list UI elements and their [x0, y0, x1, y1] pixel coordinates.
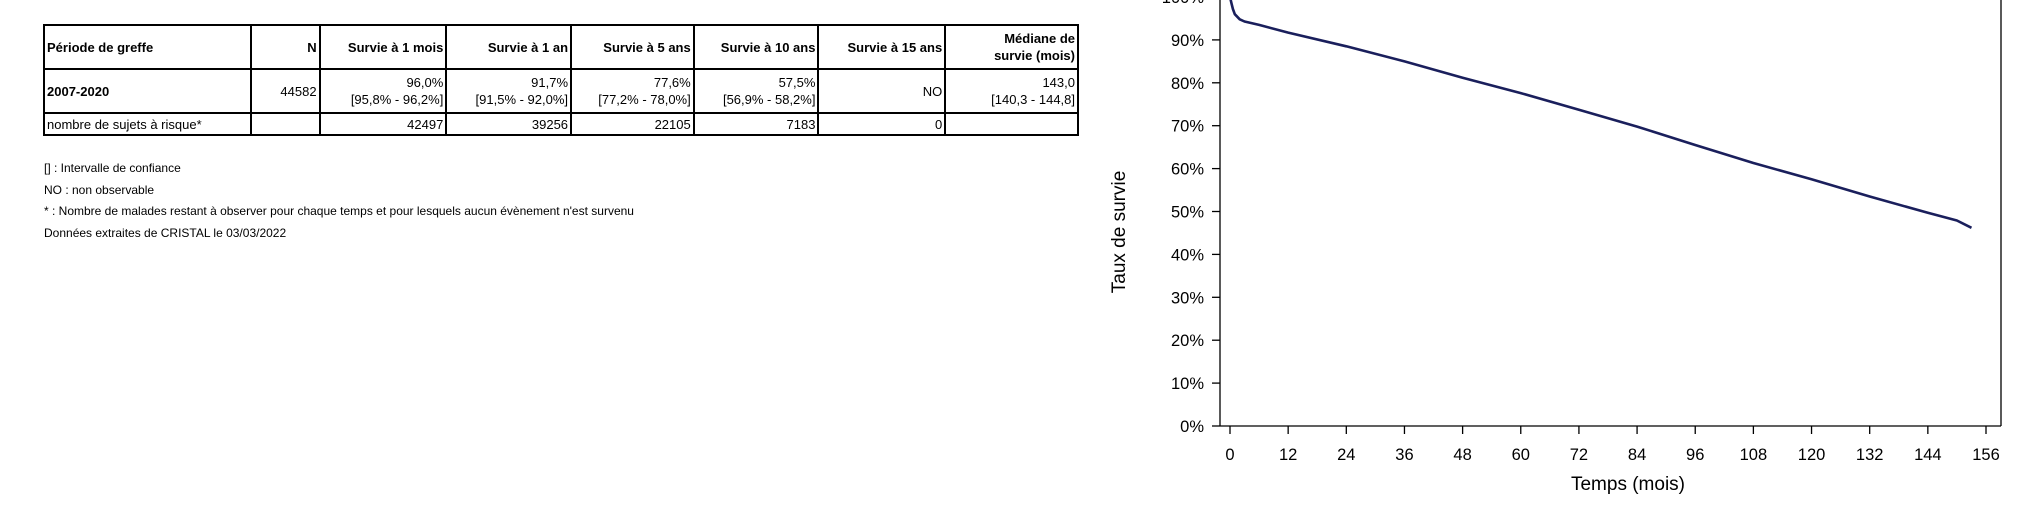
x-tick-label: 48 [1453, 446, 1471, 464]
x-tick-label: 12 [1279, 446, 1297, 464]
x-tick-label: 96 [1686, 446, 1704, 464]
x-tick-label: 156 [1972, 446, 2000, 464]
col-header-1-year: Survie à 1 an [445, 24, 573, 70]
y-tick-label: 70% [1171, 118, 1204, 136]
footnote-no: NO : non observable [44, 182, 155, 197]
y-tick-label: 100% [1162, 0, 1205, 7]
cell-value: 91,7% [531, 75, 569, 90]
cell-ci: [95,8% - 96,2%] [350, 92, 444, 107]
cell-ci: [91,5% - 92,0%] [475, 92, 569, 107]
x-tick-label: 120 [1798, 446, 1826, 464]
cell-value: 77,6% [653, 75, 691, 90]
table-row-at-risk: nombre de sujets à risque* 42497 39256 2… [42, 112, 1079, 136]
survival-table: Période de greffe N Survie à 1 mois Surv… [42, 24, 1079, 136]
y-tick-label: 20% [1171, 332, 1204, 350]
footnote-at-risk: * : Nombre de malades restant à observer… [44, 204, 634, 218]
cell-risk-label: nombre de sujets à risque* [42, 112, 253, 136]
col-header-median: Médiane de survie (mois) [944, 24, 1079, 70]
cell-risk-1-month: 42497 [318, 112, 448, 136]
y-tick-label: 40% [1171, 246, 1204, 264]
x-tick-label: 72 [1570, 446, 1588, 464]
y-tick-label: 0% [1180, 418, 1204, 436]
table-row: 2007-2020 44582 96,0% [95,8% - 96,2%] 91… [42, 68, 1079, 114]
col-header-median-line2: survie (mois) [994, 48, 1075, 63]
cell-15-years: NO [817, 68, 947, 114]
footnote-source: Données extraites de CRISTAL le 03/03/20… [44, 225, 287, 240]
cell-5-years: 77,6% [77,2% - 78,0%] [570, 68, 695, 114]
cell-ci: [140,3 - 144,8] [991, 92, 1075, 107]
x-tick-label: 84 [1628, 446, 1646, 464]
y-tick-label: 50% [1171, 204, 1204, 222]
cell-value: 143,0 [1042, 75, 1075, 90]
col-header-n: N [250, 24, 321, 70]
y-axis-title: Taux de survie [1109, 171, 1130, 294]
y-tick-label: 80% [1171, 75, 1204, 93]
x-tick-label: 132 [1856, 446, 1884, 464]
x-tick-label: 24 [1337, 446, 1355, 464]
y-tick-label: 30% [1171, 289, 1204, 307]
cell-1-year: 91,7% [91,5% - 92,0%] [445, 68, 573, 114]
cell-risk-10-years: 7183 [692, 112, 820, 136]
y-tick-label: 60% [1171, 161, 1204, 179]
col-header-15-years: Survie à 15 ans [817, 24, 947, 70]
y-tick-label: 90% [1171, 32, 1204, 50]
x-axis-title: Temps (mois) [1571, 474, 1685, 495]
cell-1-month: 96,0% [95,8% - 96,2%] [318, 68, 448, 114]
chart-plot-area: 0 12 24 36 48 60 72 84 96 108 120 132 144 156 0% 10% 20%… [1162, 0, 2002, 464]
footnote-ci: [] : Intervalle de confiance [44, 161, 181, 175]
col-header-median-line1: Médiane de [1004, 31, 1075, 46]
x-tick-label: 60 [1512, 446, 1530, 464]
cell-risk-5-years: 22105 [570, 112, 695, 136]
y-tick-label: 10% [1171, 375, 1204, 393]
col-header-10-years: Survie à 10 ans [692, 24, 820, 70]
cell-risk-n [250, 112, 321, 136]
cell-period: 2007-2020 [42, 68, 253, 114]
survival-curve [1229, 0, 1973, 229]
col-header-period: Période de greffe [42, 24, 253, 70]
cell-value: 96,0% [406, 75, 444, 90]
cell-risk-median [944, 112, 1079, 136]
table-header-row: Période de greffe N Survie à 1 mois Surv… [42, 24, 1079, 70]
cell-risk-1-year: 39256 [445, 112, 573, 136]
cell-n: 44582 [250, 68, 321, 114]
cell-ci: [77,2% - 78,0%] [598, 92, 691, 107]
cell-median: 143,0 [140,3 - 144,8] [944, 68, 1079, 114]
col-header-1-month: Survie à 1 mois [318, 24, 448, 70]
col-header-5-years: Survie à 5 ans [570, 24, 695, 70]
cell-ci: [56,9% - 58,2%] [722, 92, 816, 107]
x-tick-label: 0 [1225, 446, 1234, 464]
cell-risk-15-years: 0 [817, 112, 947, 136]
cell-value: 57,5% [778, 75, 816, 90]
cell-10-years: 57,5% [56,9% - 58,2%] [692, 68, 820, 114]
x-tick-label: 108 [1740, 446, 1768, 464]
footnotes: [] : Intervalle de confiance NO : non ob… [44, 158, 634, 244]
x-tick-label: 144 [1914, 446, 1942, 464]
x-tick-label: 36 [1395, 446, 1413, 464]
